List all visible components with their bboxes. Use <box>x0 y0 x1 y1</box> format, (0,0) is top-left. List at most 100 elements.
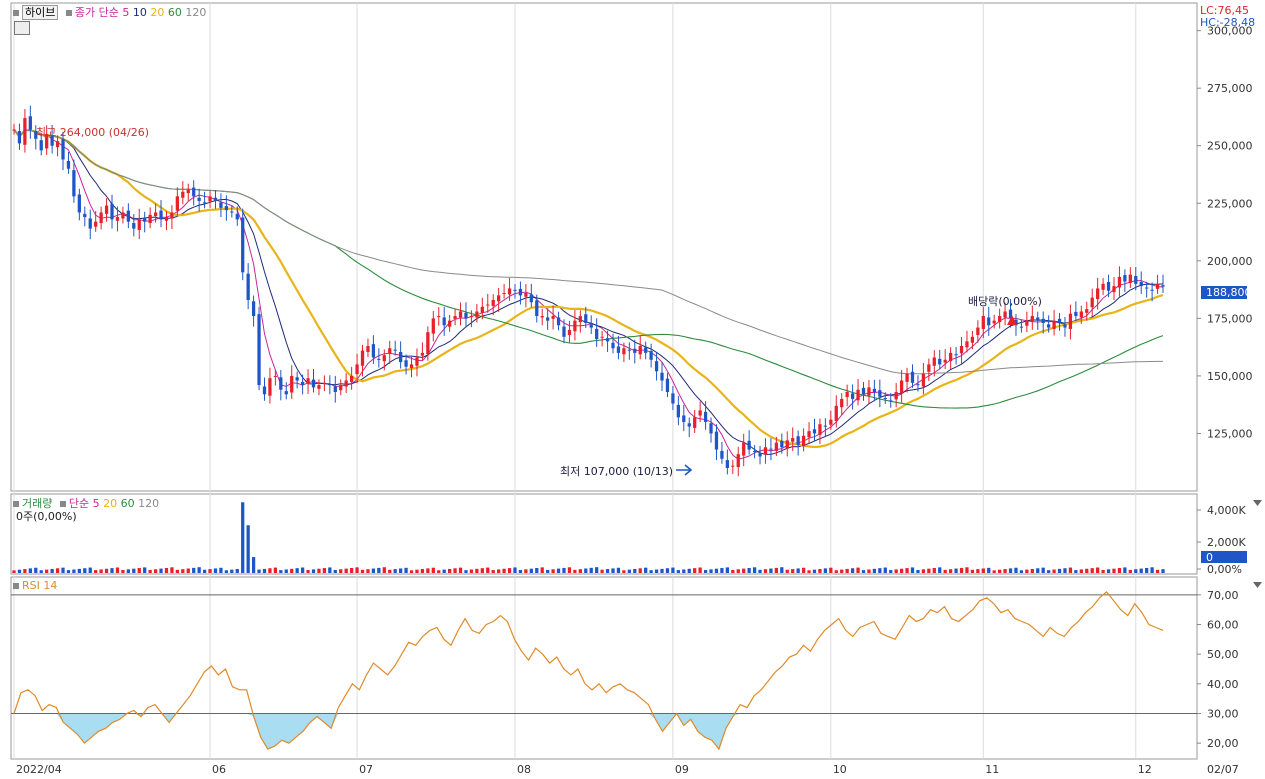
volume-bar <box>202 569 207 573</box>
volume-bar <box>39 570 43 573</box>
volume-bar <box>328 567 332 573</box>
candle-body <box>709 423 713 434</box>
candle-body <box>480 306 484 313</box>
volume-bar <box>208 569 212 573</box>
volume-tick-label: 0,00% <box>1207 563 1242 576</box>
candle-body <box>878 390 882 397</box>
volume-bar <box>137 568 141 573</box>
candle-body <box>970 336 975 343</box>
candle-body <box>153 212 158 217</box>
rsi-pane[interactable] <box>10 576 1198 760</box>
candle-body <box>605 338 610 342</box>
candle-body <box>170 212 174 219</box>
volume-bar <box>197 567 201 573</box>
volume-bar <box>94 570 98 573</box>
candle-body <box>300 381 305 386</box>
candle-body <box>257 314 261 386</box>
x-tick-label: 09 <box>675 763 689 776</box>
price-tick-label: 125,000 <box>1207 427 1253 440</box>
candle-body <box>812 429 817 434</box>
rsi-tick-label: 60,00 <box>1207 619 1239 632</box>
candle-body <box>45 134 49 149</box>
candle-body <box>273 375 278 377</box>
price-tick-label: 175,000 <box>1207 312 1253 325</box>
volume-bar <box>638 568 642 573</box>
candle-body <box>622 348 626 355</box>
candle-body <box>175 196 179 211</box>
volume-bar <box>355 567 359 573</box>
candle-body <box>279 377 283 390</box>
candle-body <box>616 346 621 353</box>
volume-bar <box>339 569 343 573</box>
volume-bar <box>720 568 724 573</box>
candle-body <box>469 316 474 318</box>
volume-bar <box>965 567 969 573</box>
candle-body <box>573 320 577 332</box>
volume-tick-label: 2,000K <box>1207 536 1246 549</box>
volume-bar <box>834 570 838 573</box>
volume-status: 0주(0,00%) <box>16 510 77 523</box>
rsi-collapse-icon[interactable] <box>1253 582 1262 588</box>
candle-body <box>535 300 539 317</box>
volume-pane[interactable] <box>10 493 1198 575</box>
x-tick-label: 08 <box>517 763 531 776</box>
candle-body <box>589 324 593 328</box>
candle-body <box>1074 311 1078 317</box>
volume-bar <box>671 567 675 573</box>
volume-bar <box>959 567 964 573</box>
volume-bar <box>763 569 768 573</box>
candle-body <box>377 358 381 360</box>
candle-body <box>1096 288 1100 300</box>
volume-bar <box>1161 569 1165 573</box>
table-toggle-icon[interactable] <box>14 21 30 35</box>
rsi-tick-label: 50,00 <box>1207 648 1239 661</box>
candle-body <box>404 360 408 367</box>
price-tick-label: 225,000 <box>1207 197 1253 210</box>
price-legend: 하이브 종가 단순 5 10 20 60 120 <box>13 4 206 20</box>
candle-body <box>192 187 196 197</box>
volume-bar <box>50 568 54 573</box>
volume-bar <box>491 570 495 573</box>
candle-body <box>83 213 87 218</box>
volume-bar <box>497 569 501 573</box>
candle-body <box>458 311 463 318</box>
candle-body <box>774 442 779 451</box>
axis-labels: 300,000 275,000 250,000 225,000 200,000 175,0… <box>16 25 1253 776</box>
candle-body <box>1090 297 1094 308</box>
volume-bar <box>1008 568 1013 573</box>
candle-body <box>578 316 582 323</box>
volume-bar <box>66 570 71 573</box>
volume-bar <box>426 568 430 573</box>
volume-bar <box>791 569 795 573</box>
volume-bar <box>916 569 920 573</box>
candle-body <box>339 385 343 391</box>
volume-bar <box>322 568 327 573</box>
candle-body <box>1019 326 1024 328</box>
volume-bar <box>812 569 817 573</box>
candle-body <box>638 345 642 355</box>
candle-body <box>1085 309 1089 313</box>
volume-bar <box>300 567 305 573</box>
current-price-tag <box>1201 286 1247 299</box>
volume-bar <box>589 567 593 573</box>
volume-bar <box>616 567 621 573</box>
candle-body <box>235 213 239 220</box>
volume-bar <box>1068 567 1073 573</box>
volume-bar <box>1085 568 1089 573</box>
price-pane[interactable] <box>10 2 1198 492</box>
volume-bar <box>736 569 740 573</box>
volume-bar <box>1090 568 1094 573</box>
volume-bar <box>687 568 691 573</box>
volume-bar <box>910 567 915 573</box>
candle-body <box>840 398 844 408</box>
volume-bar <box>731 569 735 573</box>
price-tick-label: 200,000 <box>1207 255 1253 268</box>
stock-tab[interactable]: 하이브 <box>22 5 59 20</box>
volume-collapse-icon[interactable] <box>1253 500 1262 506</box>
candle-body <box>241 217 245 273</box>
volume-bar <box>415 569 419 573</box>
x-tick-label: 12 <box>1138 763 1152 776</box>
volume-bar <box>464 570 468 573</box>
volume-bar <box>181 569 185 573</box>
